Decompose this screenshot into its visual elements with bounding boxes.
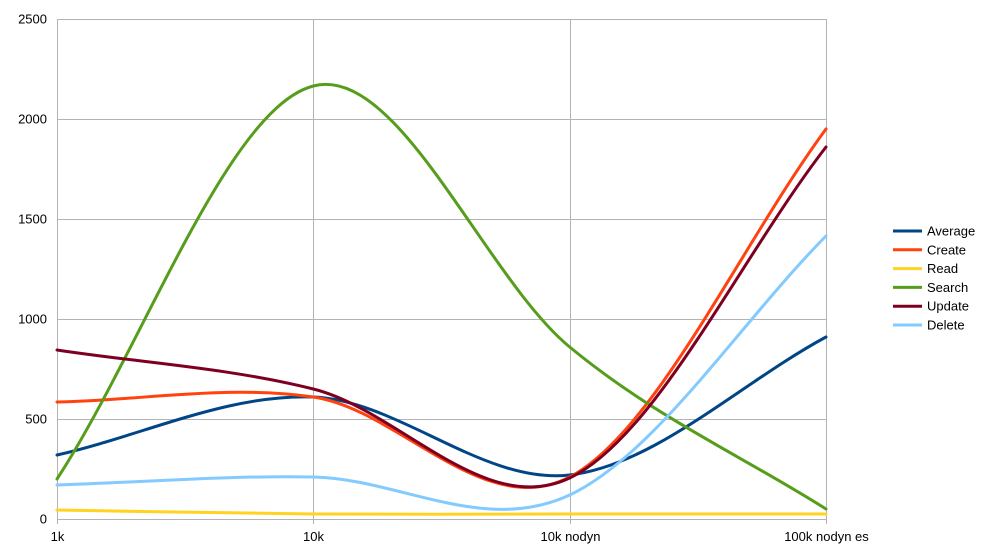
y-tick-label: 2000 <box>18 112 47 127</box>
legend-label-create: Create <box>927 242 966 257</box>
y-tick-label: 2500 <box>18 12 47 27</box>
grid <box>57 19 827 520</box>
x-tick-label: 10k nodyn <box>541 529 601 544</box>
series-line-search <box>55 82 828 511</box>
x-tick-label: 10k <box>303 529 324 544</box>
x-tick-label: 1k <box>51 529 65 544</box>
y-tick-label: 0 <box>40 512 47 527</box>
legend-label-read: Read <box>927 261 958 276</box>
y-tick-label: 500 <box>25 412 47 427</box>
x-tick-label: 100k nodyn es <box>784 529 869 544</box>
tick-labels: 0 500 1000 1500 2000 2500 1k 10k 10k nodyn 100k n… <box>18 12 869 545</box>
series-line-delete <box>55 234 828 511</box>
series-line-update <box>55 145 828 489</box>
legend-label-delete: Delete <box>927 318 965 333</box>
series-lines <box>55 82 828 516</box>
legend-label-average: Average <box>927 224 975 239</box>
y-tick-label: 1500 <box>18 212 47 227</box>
series-line-read <box>55 508 828 516</box>
legend: Average Create Read Search Update Delete <box>893 224 975 333</box>
legend-label-search: Search <box>927 280 968 295</box>
legend-label-update: Update <box>927 299 969 314</box>
series-line-average <box>55 335 828 478</box>
axes <box>57 19 827 524</box>
y-tick-label: 1000 <box>18 312 47 327</box>
